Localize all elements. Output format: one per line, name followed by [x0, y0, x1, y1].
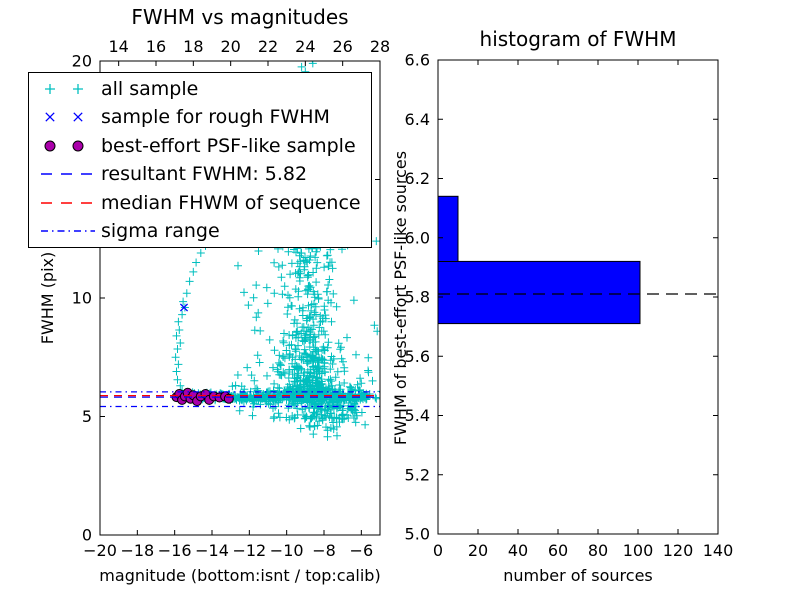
rough-fwhm-x-marker-icon — [45, 112, 83, 123]
x-top-tick-label: 16 — [146, 37, 166, 56]
median-fwhm-dashed-line-icon — [41, 201, 95, 204]
histogram-bar — [438, 260, 641, 325]
legend-row: best-effort PSF-like sample — [29, 132, 371, 159]
x-marker — [45, 112, 55, 123]
psf-sample-point — [223, 393, 234, 404]
legend-row: all sample — [29, 75, 371, 102]
x-top-tick-label: 26 — [332, 37, 352, 56]
legend-row: sample for rough FWHM — [29, 104, 371, 131]
y-tick-label: 0 — [82, 526, 92, 545]
scatter-plot: FWHM vs magnitudes −20 −18 −16 −14 −12 −10 −8−… — [38, 5, 390, 585]
legend-label: all sample — [101, 77, 199, 100]
histogram-bar — [438, 195, 459, 262]
histogram-xlabel: number of sources — [503, 566, 653, 585]
legend-label: best-effort PSF-like sample — [101, 134, 356, 157]
x-tick-label: 80 — [588, 541, 608, 560]
sigma-range-dashdot-line-icon — [41, 230, 95, 232]
x-tick-label: 40 — [508, 541, 528, 560]
legend-row: sigma range — [29, 218, 371, 245]
scatter-data-area — [100, 61, 380, 441]
scatter-canvas: −20 −18 −16 −14 −12 −10 −8 −6 14 16 18 20 22 24 26 28 0 5… — [72, 37, 391, 560]
x-tick-label: −14 — [195, 541, 229, 560]
x-top-tick-label: 24 — [295, 37, 315, 56]
y-tick-label: 5.0 — [405, 525, 430, 544]
x-top-tick-label: 20 — [220, 37, 240, 56]
x-tick-label: −18 — [120, 541, 154, 560]
histogram-plot: histogram of FWHM 0 20 40 60 80 100 120 140 5.0 5… — [391, 27, 733, 585]
legend-label: sigma range — [101, 220, 220, 243]
scatter-xlabel: magnitude (bottom:isnt / top:calib) — [99, 566, 380, 585]
y-tick-label: 6.0 — [405, 228, 430, 247]
legend-label: sample for rough FWHM — [101, 106, 330, 129]
y-tick-label: 5.8 — [405, 288, 430, 307]
legend-row: resultant FWHM: 5.82 — [29, 161, 371, 188]
y-tick-label: 6.6 — [405, 51, 430, 70]
y-tick-label: 20 — [72, 52, 92, 71]
x-tick-label: 120 — [663, 541, 694, 560]
y-tick-label: 5.2 — [405, 465, 430, 484]
scatter-title: FWHM vs magnitudes — [131, 5, 348, 29]
scatter-axes-ticks: −20 −18 −16 −14 −12 −10 −8 −6 14 16 18 20 22 24 26 28 0 5… — [72, 37, 391, 560]
y-tick-label: 10 — [72, 289, 92, 308]
x-top-tick-label: 18 — [183, 37, 203, 56]
x-tick-label: 20 — [468, 541, 488, 560]
x-marker — [73, 112, 83, 123]
circle-marker — [44, 140, 56, 152]
x-tick-label: 100 — [623, 541, 654, 560]
x-tick-label: −10 — [270, 541, 304, 560]
y-tick-label: 6.4 — [405, 110, 430, 129]
histogram-ylabel: FWHM of best-effort PSF-like sources — [391, 151, 410, 445]
histogram-title: histogram of FWHM — [480, 27, 677, 51]
legend-label: median FHWM of sequence — [101, 191, 361, 214]
x-tick-label: −16 — [158, 541, 192, 560]
x-top-tick-label: 28 — [370, 37, 390, 56]
legend-box: all sample sample for rough FWHM best-ef… — [28, 72, 372, 248]
x-tick-label: −12 — [232, 541, 266, 560]
plus-marker — [73, 83, 83, 94]
histogram-axes-ticks: 0 20 40 60 80 100 120 140 5.0 5.2 5.4 5.6 5.8 6.0 6.2 6… — [405, 51, 734, 561]
legend-label: resultant FWHM: 5.82 — [101, 163, 308, 186]
resultant-fwhm-dashed-line-icon — [41, 173, 95, 175]
psf-sample-circle-marker-icon — [44, 140, 84, 152]
x-tick-label: −6 — [350, 541, 374, 560]
y-tick-label: 5.4 — [405, 406, 430, 425]
all-sample-plus-marker-icon — [45, 83, 83, 94]
histogram-canvas: 0 20 40 60 80 100 120 140 5.0 5.2 5.4 5.6 5.8 6.0 6.2 6… — [405, 51, 734, 561]
y-tick-label: 6.2 — [405, 169, 430, 188]
circle-marker — [72, 140, 84, 152]
scatter-ylabel: FWHM (pix) — [38, 252, 57, 345]
x-tick-label: −8 — [312, 541, 336, 560]
histogram-data-area — [438, 195, 718, 325]
x-tick-label: 60 — [548, 541, 568, 560]
plus-marker — [45, 83, 55, 94]
x-tick-label: −20 — [83, 541, 117, 560]
x-top-tick-label: 22 — [258, 37, 278, 56]
rough-fwhm-sample-points — [179, 303, 223, 402]
legend-row: median FHWM of sequence — [29, 189, 371, 216]
y-tick-label: 5 — [82, 407, 92, 426]
y-tick-label: 5.6 — [405, 347, 430, 366]
x-top-tick-label: 14 — [108, 37, 128, 56]
x-tick-label: 140 — [703, 541, 734, 560]
x-tick-label: 0 — [433, 541, 443, 560]
